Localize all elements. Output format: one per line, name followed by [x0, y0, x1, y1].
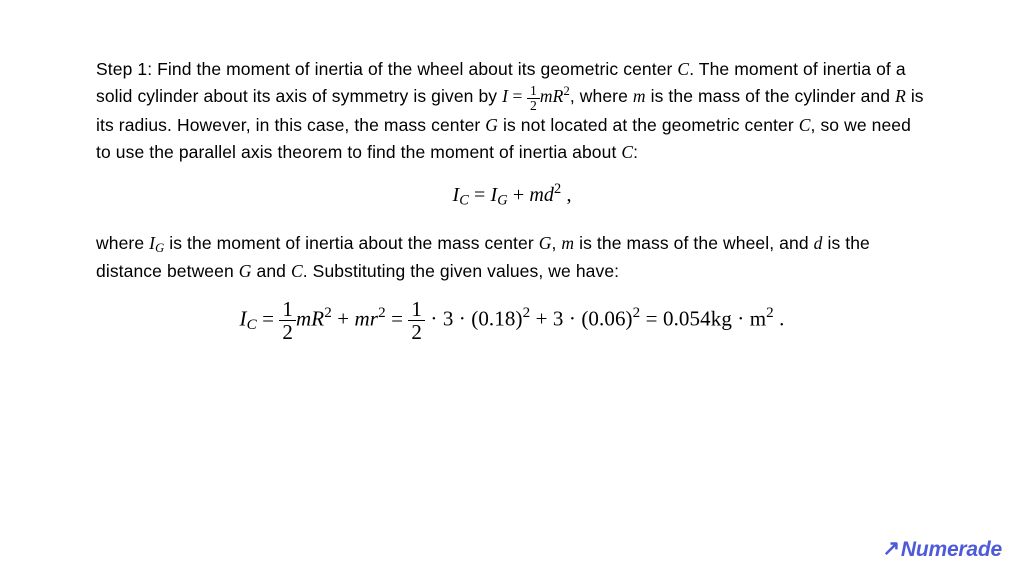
- paragraph-2: where IG is the moment of inertia about …: [96, 230, 928, 284]
- val-m: 3: [443, 307, 454, 331]
- text: where: [96, 233, 149, 253]
- den: 2: [279, 321, 296, 343]
- text: is the mass of the cylinder and: [646, 86, 895, 106]
- var-R: R: [553, 86, 564, 106]
- val-R: (0.18): [471, 307, 522, 331]
- inline-eq-I: I = 12mR2: [502, 86, 570, 106]
- logo-text: Numerade: [901, 538, 1002, 561]
- op-eq: =: [646, 307, 663, 331]
- text: . Substituting the given values, we have…: [303, 261, 619, 281]
- text: is the moment of inertia about the mass …: [164, 233, 538, 253]
- var-m: m: [355, 307, 370, 331]
- unit-m: m: [750, 307, 766, 331]
- num: 1: [279, 298, 296, 321]
- text: :: [633, 142, 638, 162]
- var-G: G: [485, 115, 498, 135]
- sub-C: C: [247, 317, 257, 333]
- op-eq: =: [391, 307, 408, 331]
- num: 1: [527, 84, 540, 99]
- text: is not located at the geometric center: [498, 115, 799, 135]
- den: 2: [408, 321, 425, 343]
- op-plus: +: [337, 307, 354, 331]
- var-C: C: [799, 115, 811, 135]
- equation-parallel-axis: IC = IG + md2 ,: [96, 179, 928, 212]
- text: and: [252, 261, 291, 281]
- text: , where: [570, 86, 633, 106]
- exp: 2: [633, 305, 641, 321]
- logo-caret-icon: ↗: [882, 536, 899, 561]
- op-dot: ·: [430, 307, 442, 331]
- sub-C: C: [459, 192, 469, 208]
- var-C: C: [677, 59, 689, 79]
- solution-content: Step 1: Find the moment of inertia of th…: [0, 0, 1024, 343]
- val-r: (0.06): [581, 307, 632, 331]
- exp: 2: [324, 305, 332, 321]
- comma: ,: [566, 184, 571, 206]
- var-d: d: [544, 184, 554, 206]
- op-dot: ·: [569, 307, 581, 331]
- text: Step 1: Find the moment of inertia of th…: [96, 59, 677, 79]
- sub-G: G: [497, 192, 508, 208]
- op-eq: =: [508, 86, 527, 106]
- val-m2: 3: [553, 307, 564, 331]
- var-C: C: [621, 142, 633, 162]
- paragraph-1: Step 1: Find the moment of inertia of th…: [96, 56, 928, 165]
- exp: 2: [523, 305, 531, 321]
- var-m: m: [296, 307, 311, 331]
- exp: 2: [766, 305, 774, 321]
- frac-half: 12: [408, 298, 425, 343]
- den: 2: [527, 99, 540, 113]
- text: ,: [551, 233, 561, 253]
- op-plus: +: [513, 184, 529, 206]
- var-m: m: [633, 86, 646, 106]
- val-result: 0.054: [663, 307, 711, 331]
- var-r: r: [370, 307, 378, 331]
- var-m: m: [529, 184, 544, 206]
- var-R: R: [311, 307, 324, 331]
- sub-G: G: [155, 241, 164, 255]
- text: is the mass of the wheel, and: [574, 233, 813, 253]
- exp: 2: [378, 305, 386, 321]
- var-d: d: [814, 233, 823, 253]
- var-G: G: [539, 233, 552, 253]
- frac-half: 12: [527, 84, 540, 112]
- var-m: m: [540, 86, 553, 106]
- var-m: m: [561, 233, 574, 253]
- unit-kg: kg: [711, 307, 732, 331]
- var-R: R: [895, 86, 906, 106]
- op-dot: ·: [732, 307, 750, 331]
- num: 1: [408, 298, 425, 321]
- numerade-logo: ↗Numerade: [882, 537, 1002, 562]
- period: .: [779, 307, 784, 331]
- op-plus: +: [536, 307, 553, 331]
- exp: 2: [554, 181, 561, 197]
- equation-substitution: IC = 12mR2 + mr2 = 12 · 3 · (0.18)2 + 3 …: [96, 298, 928, 343]
- op-eq: =: [474, 184, 490, 206]
- var-G: G: [239, 261, 252, 281]
- var-I: I: [239, 307, 246, 331]
- op-eq: =: [262, 307, 279, 331]
- var-C: C: [291, 261, 303, 281]
- frac-half: 12: [279, 298, 296, 343]
- var-IG: IG: [149, 233, 164, 253]
- op-dot: ·: [459, 307, 471, 331]
